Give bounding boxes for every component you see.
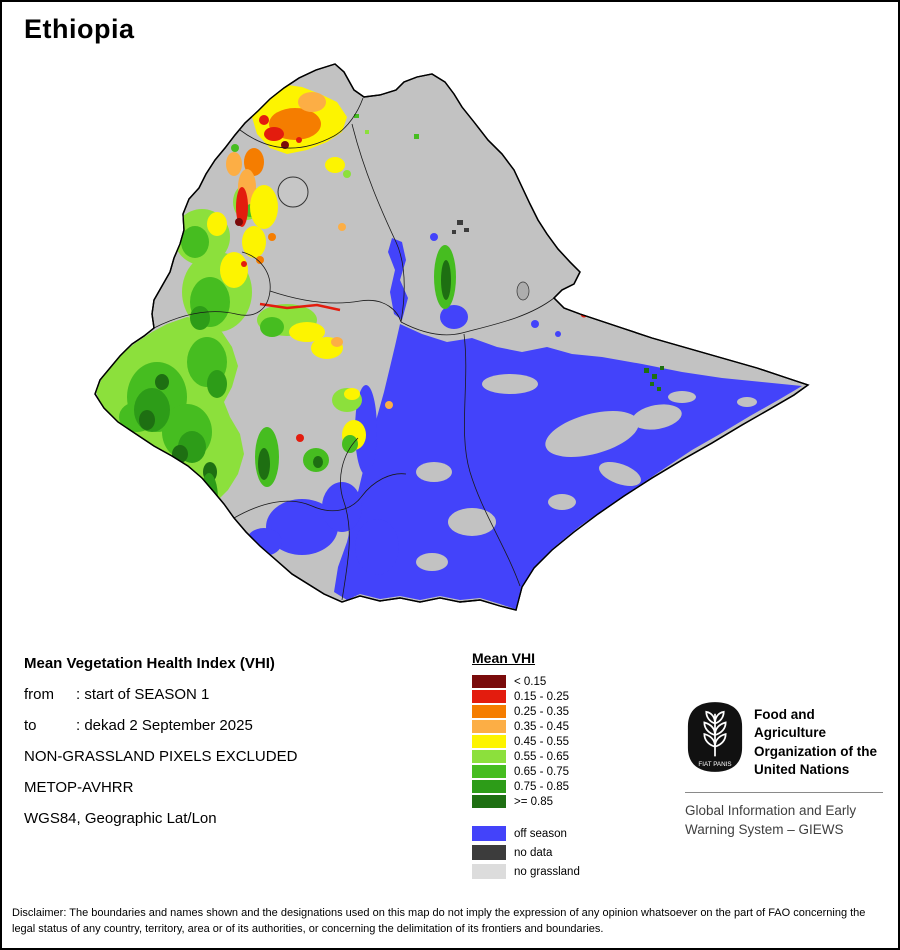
- legend-swatch: [472, 765, 506, 778]
- legend-swatch: [472, 845, 506, 860]
- legend-gap: [472, 810, 662, 826]
- legend-label: 0.45 - 0.55: [514, 735, 569, 748]
- giews-name: Global Information and Early Warning Sys…: [685, 802, 883, 839]
- legend-row-no-grassland: no grassland: [472, 864, 662, 879]
- legend-label: no grassland: [514, 865, 580, 878]
- legend-swatch: [472, 720, 506, 733]
- legend-row-off-season: off season: [472, 826, 662, 841]
- info-line-from: from : start of SEASON 1: [24, 679, 454, 710]
- ethiopia-map: [2, 2, 898, 642]
- from-label: from: [24, 686, 54, 703]
- legend-row: 0.65 - 0.75: [472, 765, 662, 778]
- legend-row-no-data: no data: [472, 845, 662, 860]
- fao-divider: [685, 792, 883, 794]
- legend-swatch: [472, 675, 506, 688]
- legend-row: >= 0.85: [472, 795, 662, 808]
- country-outline-stroke: [94, 63, 810, 611]
- fao-org-line: United Nations: [754, 762, 850, 778]
- fao-org-line: Food and Agriculture: [754, 707, 827, 741]
- wheat-icon: [703, 710, 727, 757]
- legend-swatch: [472, 705, 506, 718]
- info-line-projection: WGS84, Geographic Lat/Lon: [24, 810, 217, 827]
- to-value: : dekad 2 September 2025: [76, 717, 253, 734]
- legend-swatch: [472, 864, 506, 879]
- legend-title: Mean VHI: [472, 650, 536, 666]
- legend-row: 0.35 - 0.45: [472, 720, 662, 733]
- admin-boundaries: [153, 97, 555, 601]
- lake-tana: [277, 176, 309, 208]
- to-label: to: [24, 717, 37, 734]
- info-heading: Mean Vegetation Health Index (VHI): [24, 654, 275, 672]
- legend-label: 0.65 - 0.75: [514, 765, 569, 778]
- low-vhi-stress-region: [226, 84, 588, 453]
- high-vhi-green-region: [96, 114, 664, 525]
- legend-row: 0.45 - 0.55: [472, 735, 662, 748]
- small-lake: [516, 281, 530, 301]
- legend-label: no data: [514, 846, 553, 859]
- legend-swatch: [472, 750, 506, 763]
- info-line-to: to : dekad 2 September 2025: [24, 710, 454, 741]
- map-info-block: Mean Vegetation Health Index (VHI) from …: [24, 647, 454, 834]
- legend-row: 0.55 - 0.65: [472, 750, 662, 763]
- legend-row: 0.75 - 0.85: [472, 780, 662, 793]
- page-title: Ethiopia: [24, 14, 135, 44]
- legend-swatch: [472, 795, 506, 808]
- info-line-sensor: METOP-AVHRR: [24, 779, 134, 796]
- legend-swatch: [472, 735, 506, 748]
- legend-label: < 0.15: [514, 675, 547, 688]
- legend-label: 0.15 - 0.25: [514, 690, 569, 703]
- giews-line: Warning System – GIEWS: [685, 821, 844, 837]
- fao-logo: FIAT PANIS: [687, 702, 743, 772]
- info-line-exclusion: NON-GRASSLAND PIXELS EXCLUDED: [24, 748, 298, 765]
- fao-motto: FIAT PANIS: [698, 761, 731, 768]
- legend-label: off season: [514, 827, 567, 840]
- legend-label: 0.55 - 0.65: [514, 750, 569, 763]
- fao-org-line: Organization of the: [754, 743, 877, 759]
- no-data-specks: [452, 220, 469, 234]
- fao-block: FIAT PANIS Food and Agriculture Organiza…: [685, 700, 883, 839]
- legend-swatch: [472, 690, 506, 703]
- legend-label: >= 0.85: [514, 795, 554, 808]
- disclaimer-text: Disclaimer: The boundaries and names sho…: [12, 907, 866, 935]
- fao-org-name: Food and Agriculture Organization of the…: [754, 700, 883, 779]
- legend-row: 0.15 - 0.25: [472, 690, 662, 703]
- from-value: : start of SEASON 1: [76, 686, 210, 703]
- ethiopia-map-svg: [94, 63, 810, 611]
- giews-line: Global Information and Early: [685, 803, 857, 819]
- legend-row: 0.25 - 0.35: [472, 705, 662, 718]
- legend-label: 0.35 - 0.45: [514, 720, 569, 733]
- legend-swatch: [472, 826, 506, 841]
- legend-swatch: [472, 780, 506, 793]
- legend-label: 0.75 - 0.85: [514, 780, 569, 793]
- legend-label: 0.25 - 0.35: [514, 705, 569, 718]
- legend-row: < 0.15: [472, 675, 662, 688]
- map-legend: Mean VHI < 0.15 0.15 - 0.25 0.25 - 0.35 …: [472, 650, 662, 883]
